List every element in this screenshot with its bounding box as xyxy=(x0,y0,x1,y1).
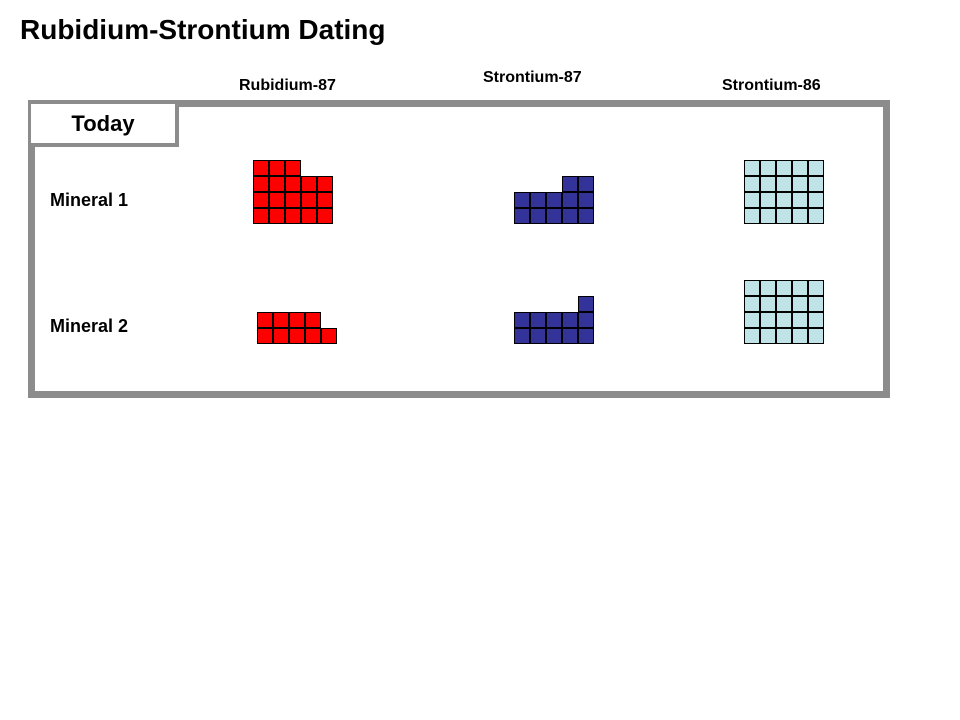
isotope-unit xyxy=(257,328,273,344)
isotope-unit xyxy=(285,160,301,176)
isotope-unit xyxy=(530,312,546,328)
isotope-unit xyxy=(530,328,546,344)
isotope-unit xyxy=(792,280,808,296)
isotope-unit xyxy=(760,328,776,344)
isotope-unit xyxy=(546,208,562,224)
isotope-unit xyxy=(562,312,578,328)
isotope-unit xyxy=(301,208,317,224)
isotope-unit xyxy=(269,192,285,208)
isotope-unit xyxy=(301,192,317,208)
isotope-unit xyxy=(285,208,301,224)
isotope-unit xyxy=(792,160,808,176)
isotope-unit xyxy=(792,328,808,344)
row-label-mineral-1: Mineral 1 xyxy=(50,190,129,210)
isotope-unit xyxy=(792,296,808,312)
isotope-unit xyxy=(257,312,273,328)
isotope-unit xyxy=(514,328,530,344)
isotope-unit xyxy=(760,296,776,312)
row-label-mineral-2: Mineral 2 xyxy=(50,316,129,336)
today-tab-label: Today xyxy=(71,110,135,136)
isotope-unit xyxy=(253,192,269,208)
isotope-unit xyxy=(792,312,808,328)
column-label-strontium-87: Strontium-87 xyxy=(483,69,582,86)
isotope-unit xyxy=(562,328,578,344)
isotope-unit xyxy=(514,192,530,208)
isotope-unit xyxy=(808,192,824,208)
isotope-unit xyxy=(808,328,824,344)
today-tab: Today xyxy=(31,104,179,147)
today-panel xyxy=(28,100,890,398)
isotope-unit xyxy=(760,192,776,208)
isotope-unit xyxy=(273,328,289,344)
isotope-unit xyxy=(305,328,321,344)
isotope-unit xyxy=(285,192,301,208)
isotope-unit xyxy=(760,160,776,176)
isotope-unit xyxy=(530,208,546,224)
isotope-unit xyxy=(776,176,792,192)
isotope-unit xyxy=(744,312,760,328)
isotope-unit xyxy=(562,176,578,192)
isotope-unit xyxy=(792,192,808,208)
isotope-unit xyxy=(269,176,285,192)
isotope-unit xyxy=(305,312,321,328)
isotope-unit xyxy=(744,176,760,192)
isotope-unit xyxy=(578,312,594,328)
isotope-unit xyxy=(562,208,578,224)
isotope-unit xyxy=(808,176,824,192)
isotope-unit xyxy=(289,328,305,344)
isotope-unit xyxy=(808,208,824,224)
page-title: Rubidium-Strontium Dating xyxy=(20,14,386,45)
isotope-unit xyxy=(760,208,776,224)
isotope-unit xyxy=(301,176,317,192)
isotope-unit xyxy=(289,312,305,328)
isotope-unit xyxy=(776,208,792,224)
isotope-unit xyxy=(792,208,808,224)
isotope-unit xyxy=(744,296,760,312)
isotope-unit xyxy=(285,176,301,192)
isotope-unit xyxy=(253,176,269,192)
column-label-rubidium-87: Rubidium-87 xyxy=(239,77,336,94)
isotope-unit xyxy=(514,208,530,224)
isotope-unit xyxy=(760,176,776,192)
isotope-unit xyxy=(776,312,792,328)
isotope-unit xyxy=(744,160,760,176)
isotope-unit xyxy=(321,328,337,344)
isotope-unit xyxy=(792,176,808,192)
isotope-unit xyxy=(253,208,269,224)
isotope-unit xyxy=(744,192,760,208)
isotope-unit xyxy=(744,208,760,224)
isotope-unit xyxy=(317,208,333,224)
isotope-unit xyxy=(273,312,289,328)
isotope-unit xyxy=(808,312,824,328)
isotope-unit xyxy=(776,160,792,176)
isotope-unit xyxy=(744,328,760,344)
isotope-unit xyxy=(546,312,562,328)
isotope-unit xyxy=(776,328,792,344)
isotope-unit xyxy=(760,280,776,296)
isotope-unit xyxy=(776,192,792,208)
isotope-unit xyxy=(808,296,824,312)
isotope-unit xyxy=(269,208,285,224)
isotope-unit xyxy=(776,296,792,312)
isotope-unit xyxy=(578,208,594,224)
isotope-unit xyxy=(546,192,562,208)
isotope-unit xyxy=(578,192,594,208)
isotope-unit xyxy=(253,160,269,176)
isotope-unit xyxy=(744,280,760,296)
isotope-unit xyxy=(578,176,594,192)
isotope-unit xyxy=(760,312,776,328)
isotope-unit xyxy=(269,160,285,176)
isotope-unit xyxy=(776,280,792,296)
isotope-unit xyxy=(578,296,594,312)
isotope-unit xyxy=(808,280,824,296)
isotope-unit xyxy=(578,328,594,344)
isotope-unit xyxy=(530,192,546,208)
column-label-strontium-86: Strontium-86 xyxy=(722,77,821,94)
isotope-unit xyxy=(514,312,530,328)
isotope-unit xyxy=(808,160,824,176)
isotope-unit xyxy=(317,176,333,192)
isotope-unit xyxy=(317,192,333,208)
isotope-unit xyxy=(562,192,578,208)
isotope-unit xyxy=(546,328,562,344)
